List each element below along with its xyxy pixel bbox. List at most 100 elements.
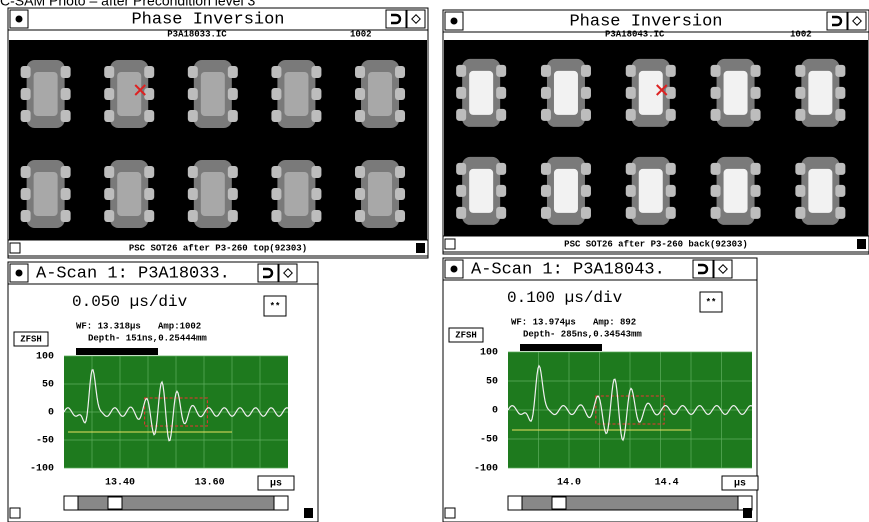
window-button[interactable] — [508, 496, 522, 510]
chip-lead — [311, 110, 321, 122]
chip-lead — [541, 163, 551, 175]
chip-lead — [456, 65, 466, 77]
screen: C-SAM Photo – after Precondition level 3… — [0, 0, 869, 522]
unit-label: µs — [734, 479, 746, 490]
chip-lead — [795, 185, 805, 197]
scroll-thumb[interactable] — [552, 497, 566, 509]
chip-lead — [271, 88, 281, 100]
y-tick-label: -100 — [30, 464, 54, 475]
window-button[interactable] — [848, 12, 866, 30]
gain: 1002 — [350, 29, 372, 39]
amplitude: Amp:1002 — [158, 321, 201, 331]
chip-lead — [835, 87, 845, 99]
window-button[interactable] — [279, 264, 297, 282]
window-button[interactable] — [445, 508, 455, 518]
chip-lead — [666, 65, 676, 77]
chip-lead — [104, 188, 114, 200]
scrollbar[interactable] — [508, 496, 752, 510]
window-button[interactable] — [64, 496, 78, 510]
button-icon — [451, 266, 458, 273]
button-icon — [451, 18, 458, 25]
chip-lead — [795, 207, 805, 219]
chip-lead — [188, 110, 198, 122]
chip-die — [724, 71, 748, 115]
resize-handle — [304, 508, 313, 518]
y-tick-label: -50 — [36, 436, 54, 447]
chip-lead — [355, 166, 365, 178]
chip-lead — [355, 210, 365, 222]
chip-lead — [456, 87, 466, 99]
chip-lead — [835, 185, 845, 197]
window-button[interactable] — [714, 260, 732, 278]
chip-lead — [751, 87, 761, 99]
y-tick-label: 100 — [480, 348, 498, 359]
window-button[interactable] — [827, 12, 847, 30]
chip-lead — [104, 210, 114, 222]
button-icon — [16, 16, 23, 23]
resize-handle — [416, 243, 425, 253]
chip-lead — [456, 185, 466, 197]
y-tick-label: 0 — [492, 406, 498, 417]
chip-lead — [751, 207, 761, 219]
window-button[interactable] — [693, 260, 713, 278]
depth: Depth- 151ns,0.25444mm — [88, 333, 207, 343]
chip-lead — [21, 110, 31, 122]
chip-lead — [61, 188, 71, 200]
chip-lead — [144, 66, 154, 78]
chip-lead — [104, 88, 114, 100]
depth: Depth- 285ns,0.34543mm — [523, 329, 642, 339]
chip-lead — [795, 109, 805, 121]
chip-lead — [666, 185, 676, 197]
chip-lead — [311, 166, 321, 178]
window-button[interactable] — [10, 243, 20, 253]
chip-die — [34, 72, 58, 116]
chip-lead — [144, 188, 154, 200]
window-button[interactable] — [258, 264, 278, 282]
chip-lead — [795, 163, 805, 175]
chip-lead — [228, 188, 238, 200]
chip-die — [554, 169, 578, 213]
chip-lead — [188, 166, 198, 178]
chip-lead — [311, 66, 321, 78]
chip-lead — [271, 110, 281, 122]
chip-lead — [711, 109, 721, 121]
window-button[interactable] — [274, 496, 288, 510]
chip-lead — [395, 66, 405, 78]
scrollbar[interactable] — [64, 496, 288, 510]
chip-die — [34, 172, 58, 216]
scroll-thumb[interactable] — [108, 497, 122, 509]
chip-lead — [751, 185, 761, 197]
chip-lead — [496, 185, 506, 197]
window-button[interactable] — [445, 239, 455, 249]
chip-lead — [496, 65, 506, 77]
window-button[interactable] — [738, 496, 752, 510]
file-name: P3A18043.IC — [605, 29, 665, 39]
chip-lead — [626, 65, 636, 77]
x-tick-label: 14.4 — [655, 478, 679, 489]
chip-lead — [355, 188, 365, 200]
chip-lead — [795, 87, 805, 99]
chip-lead — [61, 110, 71, 122]
chip-die — [117, 172, 141, 216]
window-button[interactable] — [386, 10, 406, 28]
chip-lead — [496, 109, 506, 121]
x-tick-label: 14.0 — [557, 478, 581, 489]
chip-lead — [144, 88, 154, 100]
chip-lead — [271, 210, 281, 222]
chip-lead — [271, 166, 281, 178]
window-button[interactable] — [10, 508, 20, 518]
chip-lead — [395, 188, 405, 200]
window-button[interactable] — [407, 10, 425, 28]
zfsh-label: ZFSH — [20, 334, 42, 344]
file-name: P3A18033.IC — [167, 29, 227, 39]
chip-die — [808, 71, 832, 115]
chip-lead — [228, 88, 238, 100]
button-icon — [16, 270, 23, 277]
chip-lead — [711, 65, 721, 77]
y-tick-label: -50 — [480, 435, 498, 446]
chip-lead — [581, 87, 591, 99]
chip-lead — [835, 163, 845, 175]
chip-lead — [228, 66, 238, 78]
chip-die — [368, 72, 392, 116]
chip-lead — [751, 65, 761, 77]
